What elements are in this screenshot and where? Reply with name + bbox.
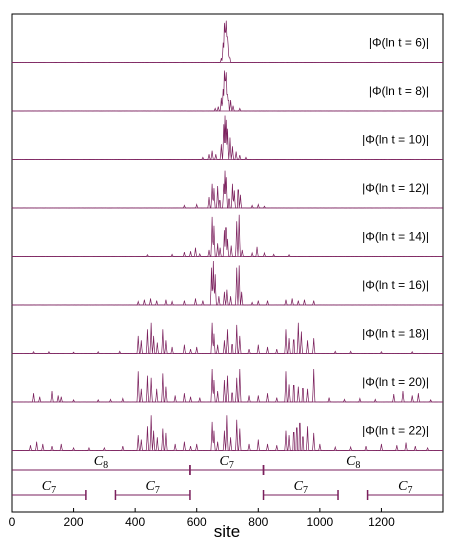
series-label: |Φ(ln t = 12)| xyxy=(362,181,429,195)
cluster-label: C7 xyxy=(146,479,160,496)
cluster-label: C8 xyxy=(94,454,108,471)
series-label: |Φ(ln t = 18)| xyxy=(362,327,429,341)
cluster-segment: C7 xyxy=(114,479,191,500)
panel: |Φ(ln t = 8)| xyxy=(11,70,444,112)
panel: |Φ(ln t = 6)| xyxy=(11,20,444,63)
plot-frame xyxy=(11,13,444,513)
panel: |Φ(ln t = 16)| xyxy=(11,260,444,306)
x-tick-label: 600 xyxy=(187,515,207,529)
cluster-label: C7 xyxy=(220,454,234,471)
panel: |Φ(ln t = 12)| xyxy=(11,170,444,209)
panel: |Φ(ln t = 14)| xyxy=(11,214,444,257)
x-tick-label: 400 xyxy=(125,515,145,529)
cluster-segment: C7 xyxy=(189,454,265,475)
cluster-segment: C8 xyxy=(12,454,191,475)
cluster-label: C7 xyxy=(398,479,412,496)
x-tick-label: 0 xyxy=(9,515,16,529)
cluster-segment: C7 xyxy=(12,479,87,500)
panel: |Φ(ln t = 10)| xyxy=(11,115,444,160)
series-label: |Φ(ln t = 8)| xyxy=(369,84,429,98)
wavefunction-panels: |Φ(ln t = 6)| |Φ(ln t = 8)| |Φ(ln t = 10)|… xyxy=(11,20,444,451)
x-tick-label: 200 xyxy=(64,515,84,529)
series-label: |Φ(ln t = 16)| xyxy=(362,278,429,292)
cluster-label: C7 xyxy=(294,479,308,496)
series-label: |Φ(ln t = 10)| xyxy=(362,133,429,147)
series-label: |Φ(ln t = 22)| xyxy=(362,424,429,438)
cluster-rows: C8 C7 C8 C7 C7 C7 C7 xyxy=(12,454,443,500)
x-axis: 0 200 400 600 800 1000 1200 xyxy=(9,508,395,529)
panel: |Φ(ln t = 20)| xyxy=(11,368,444,403)
x-tick-label: 800 xyxy=(248,515,268,529)
cluster-label: C8 xyxy=(346,454,360,471)
x-tick-label: 1000 xyxy=(307,515,334,529)
cluster-segment: C7 xyxy=(366,479,443,500)
x-axis-label: site xyxy=(214,522,240,541)
series-label: |Φ(ln t = 14)| xyxy=(362,230,429,244)
panel: |Φ(ln t = 22)| xyxy=(11,415,444,451)
plot-border xyxy=(11,13,444,513)
cluster-label: C7 xyxy=(42,479,56,496)
series-label: |Φ(ln t = 6)| xyxy=(369,36,429,50)
cluster-segment: C8 xyxy=(262,454,443,475)
cluster-segment: C7 xyxy=(262,479,339,500)
x-tick-label: 1200 xyxy=(368,515,395,529)
panel: |Φ(ln t = 18)| xyxy=(11,322,444,354)
series-label: |Φ(ln t = 20)| xyxy=(362,375,429,389)
